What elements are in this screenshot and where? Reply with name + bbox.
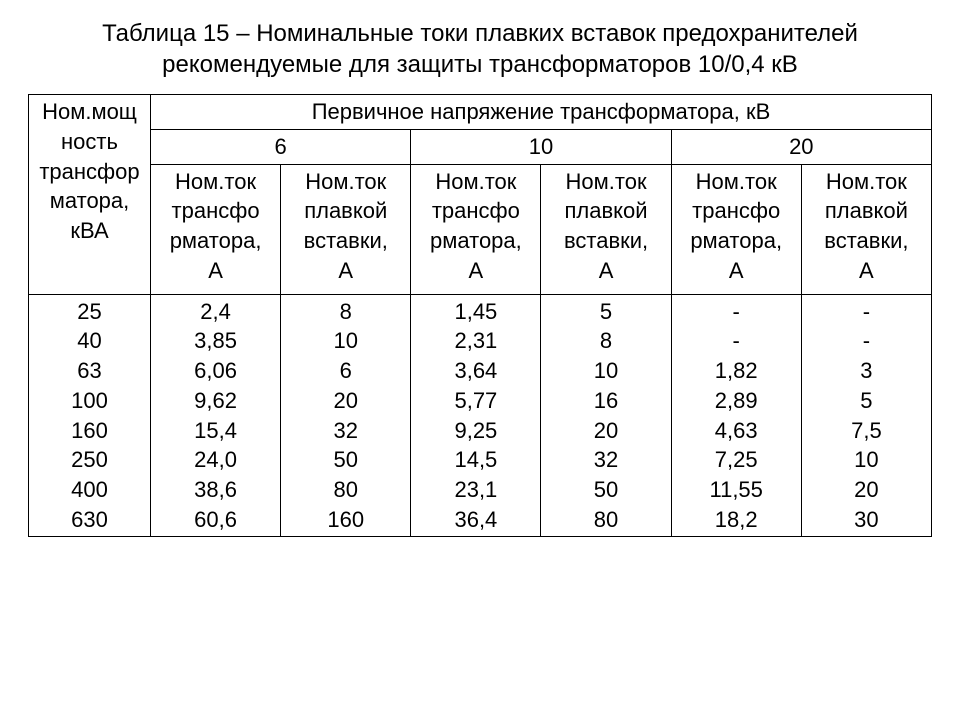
voltage-10: 10 xyxy=(411,130,671,165)
header-row-voltages: 6 10 20 xyxy=(29,130,932,165)
title-line-1: Таблица 15 – Номинальные токи плавких вс… xyxy=(102,20,858,47)
voltage-6: 6 xyxy=(151,130,411,165)
sub-header-trans-6: Ном.ток трансфо рматора, А xyxy=(151,164,281,294)
header-row-1: Ном.мощ ность трансфор матора, кВА Перви… xyxy=(29,95,932,130)
cell-v6-trans: 2,4 3,85 6,06 9,62 15,4 24,0 38,6 60,6 xyxy=(151,294,281,537)
sub-header-trans-10: Ном.ток трансфо рматора, А xyxy=(411,164,541,294)
table-title: Таблица 15 – Номинальные токи плавких вс… xyxy=(28,18,932,80)
cell-v20-trans: - - 1,82 2,89 4,63 7,25 11,55 18,2 xyxy=(671,294,801,537)
fuse-ratings-table: Ном.мощ ность трансфор матора, кВА Перви… xyxy=(28,94,932,537)
col-header-primary-voltage: Первичное напряжение трансформатора, кВ xyxy=(151,95,932,130)
col-header-power: Ном.мощ ность трансфор матора, кВА xyxy=(29,95,151,294)
header-row-sub: Ном.ток трансфо рматора, А Ном.ток плавк… xyxy=(29,164,932,294)
cell-v10-fuse: 5 8 10 16 20 32 50 80 xyxy=(541,294,671,537)
cell-power: 25 40 63 100 160 250 400 630 xyxy=(29,294,151,537)
voltage-20: 20 xyxy=(671,130,931,165)
sub-header-fuse-6: Ном.ток плавкой вставки, А xyxy=(281,164,411,294)
data-row: 25 40 63 100 160 250 400 630 2,4 3,85 6,… xyxy=(29,294,932,537)
sub-header-fuse-20: Ном.ток плавкой вставки, А xyxy=(801,164,931,294)
title-line-2: рекомендуемые для защиты трансформаторов… xyxy=(162,51,798,78)
sub-header-trans-20: Ном.ток трансфо рматора, А xyxy=(671,164,801,294)
cell-v6-fuse: 8 10 6 20 32 50 80 160 xyxy=(281,294,411,537)
cell-v20-fuse: - - 3 5 7,5 10 20 30 xyxy=(801,294,931,537)
cell-v10-trans: 1,45 2,31 3,64 5,77 9,25 14,5 23,1 36,4 xyxy=(411,294,541,537)
sub-header-fuse-10: Ном.ток плавкой вставки, А xyxy=(541,164,671,294)
